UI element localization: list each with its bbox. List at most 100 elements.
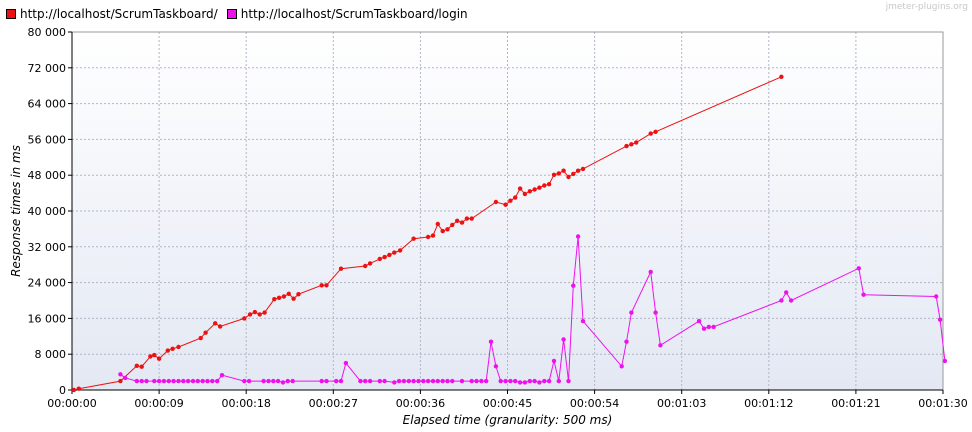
x-tick-label: 00:00:18 <box>221 397 270 410</box>
data-point <box>139 378 144 384</box>
data-point <box>343 360 349 366</box>
data-point <box>493 199 499 205</box>
data-point <box>537 380 542 385</box>
data-point <box>561 168 566 173</box>
data-point <box>280 380 286 385</box>
data-point <box>653 310 658 315</box>
data-point <box>242 378 247 384</box>
data-point <box>696 318 702 324</box>
data-point <box>624 143 629 149</box>
x-tick-label: 00:00:54 <box>570 397 619 410</box>
data-point <box>556 171 561 176</box>
data-point <box>170 346 175 351</box>
x-tick-label: 00:01:03 <box>657 397 706 410</box>
data-point <box>488 339 494 344</box>
data-point <box>435 378 440 384</box>
data-point <box>556 378 561 384</box>
data-point <box>210 378 215 384</box>
data-point <box>213 321 218 326</box>
data-point <box>134 363 139 368</box>
data-point <box>139 364 144 369</box>
data-point <box>648 269 653 275</box>
data-point <box>566 174 571 180</box>
data-point <box>387 252 392 258</box>
data-point <box>459 378 465 384</box>
data-point <box>435 221 440 227</box>
data-point <box>566 378 571 384</box>
data-point <box>648 131 653 136</box>
x-tick-label: 00:00:27 <box>309 397 358 410</box>
legend-item-2[interactable]: http://localhost/ScrumTaskboard/login <box>226 7 468 21</box>
data-point <box>701 326 707 331</box>
data-point <box>934 294 939 299</box>
data-point <box>363 263 368 269</box>
data-point <box>445 227 450 232</box>
y-tick-label: 8 000 <box>35 348 67 361</box>
data-point <box>542 378 547 384</box>
data-point <box>711 324 716 330</box>
data-point <box>537 185 542 190</box>
data-point <box>171 378 176 384</box>
x-tick-label: 00:00:36 <box>396 397 445 410</box>
brand-watermark: jmeter-plugins.org <box>885 2 968 12</box>
data-point <box>247 312 253 317</box>
data-point <box>246 378 252 384</box>
data-point <box>377 256 382 262</box>
data-point <box>513 378 518 384</box>
data-point <box>479 378 484 384</box>
data-point <box>571 283 576 288</box>
x-tick-label: 00:00:45 <box>483 397 532 410</box>
data-point <box>166 378 171 384</box>
data-point <box>76 386 82 391</box>
y-tick-label: 16 000 <box>28 312 67 325</box>
data-point <box>580 318 586 324</box>
data-point <box>176 378 181 384</box>
data-point <box>430 233 436 238</box>
data-point <box>123 375 128 381</box>
data-point <box>508 378 513 384</box>
data-point <box>937 317 943 322</box>
data-point <box>377 378 382 384</box>
data-point <box>445 378 450 384</box>
data-point <box>338 378 344 384</box>
data-point <box>363 378 368 384</box>
data-point <box>257 312 262 317</box>
data-point <box>205 378 210 384</box>
data-point <box>450 378 455 384</box>
data-point <box>198 335 203 341</box>
data-point <box>455 218 460 223</box>
data-point <box>276 295 282 300</box>
data-point <box>156 378 162 384</box>
series-1 <box>71 74 784 393</box>
data-point <box>319 283 324 288</box>
data-point <box>469 378 474 384</box>
legend: http://localhost/ScrumTaskboard/ http://… <box>6 5 477 23</box>
data-point <box>338 266 344 271</box>
data-point <box>561 337 566 342</box>
legend-item-1[interactable]: http://localhost/ScrumTaskboard/ <box>6 7 218 21</box>
data-point <box>185 378 191 384</box>
data-point <box>118 372 123 377</box>
x-tick-label: 00:01:21 <box>831 397 880 410</box>
data-point <box>551 172 557 177</box>
data-point <box>367 378 373 384</box>
data-point <box>580 166 586 172</box>
data-point <box>469 216 474 221</box>
data-point <box>134 378 139 384</box>
data-point <box>401 378 407 384</box>
data-point <box>319 378 324 384</box>
data-point <box>215 378 220 384</box>
y-tick-label: 24 000 <box>28 277 67 290</box>
data-point <box>624 339 629 344</box>
data-point <box>219 373 225 378</box>
data-point <box>532 378 537 384</box>
x-tick-label: 00:01:12 <box>744 397 793 410</box>
data-point <box>392 380 397 385</box>
data-point <box>281 294 287 299</box>
data-point <box>275 378 281 384</box>
legend-label-2: http://localhost/ScrumTaskboard/login <box>240 7 468 21</box>
data-point <box>527 378 532 384</box>
y-tick-label: 0 <box>59 384 66 397</box>
data-point <box>658 343 663 348</box>
data-point <box>271 378 276 384</box>
